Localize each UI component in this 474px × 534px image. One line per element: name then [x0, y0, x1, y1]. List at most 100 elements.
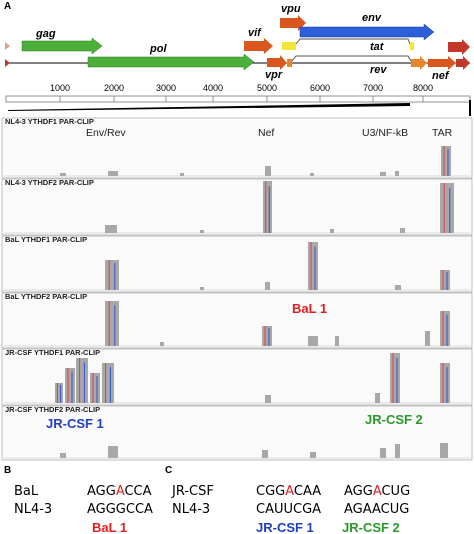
scale-label: 2000	[104, 83, 124, 93]
coverage-peak	[335, 336, 339, 346]
coverage-peak	[262, 326, 272, 346]
coverage-peak	[440, 183, 454, 233]
coverage-peak	[265, 166, 271, 176]
vpr-arrow	[267, 55, 287, 70]
track-label: NL4-3 YTHDF2 PAR-CLIP	[5, 178, 94, 187]
coverage-peak	[200, 287, 204, 290]
gag-arrow	[21, 37, 103, 55]
coverage-peak	[108, 171, 118, 176]
coverage-peak	[441, 146, 451, 176]
sequence: AGGACCA	[87, 484, 152, 499]
ltr	[5, 42, 10, 50]
gene-label: env	[362, 12, 382, 24]
track-label: BaL YTHDF1 PAR-CLIP	[5, 235, 87, 244]
genome-map: gag pol vif vpu env tat vpr rev nef	[5, 3, 470, 82]
track-bg	[1, 405, 473, 461]
coverage-peak	[102, 363, 114, 403]
scale-label: 7000	[363, 83, 383, 93]
coverage-peak	[440, 270, 450, 290]
region-label: Nef	[258, 127, 274, 139]
site-label: JR-CSF 1	[256, 520, 314, 534]
coverage-peak	[440, 443, 448, 458]
region-label: Env/Rev	[86, 127, 126, 139]
gene-label: vif	[248, 27, 262, 39]
tat-exon	[282, 42, 296, 50]
coverage-peak	[55, 383, 63, 403]
strain-name: BaL	[14, 484, 39, 499]
site-annotation: BaL 1	[292, 301, 327, 316]
ruler-bar	[5, 95, 471, 103]
coverage-peak	[160, 342, 164, 346]
ltr	[448, 39, 470, 55]
gene-label: nef	[432, 70, 450, 82]
gene-label: rev	[370, 64, 387, 76]
ltr	[456, 56, 470, 70]
ltr	[5, 59, 10, 67]
site-annotation: JR-CSF 2	[365, 412, 423, 427]
scale-label: 3000	[156, 83, 176, 93]
coverage-peak	[380, 448, 386, 458]
gene-label: gag	[35, 28, 56, 40]
gene-label: vpr	[265, 69, 283, 81]
track-label: JR-CSF YTHDF2 PAR-CLIP	[5, 405, 100, 414]
coverage-peak	[395, 171, 399, 176]
gene-label: tat	[370, 41, 385, 53]
coverage-peak	[265, 282, 270, 290]
coverage-peak	[105, 301, 119, 346]
coverage-peak	[380, 172, 386, 176]
tat-exon	[410, 42, 414, 50]
sequence: AGGACUG	[344, 484, 410, 499]
coverage-peak	[308, 336, 318, 346]
sequence: AGAACUG	[344, 502, 409, 517]
site-label: JR-CSF 2	[342, 520, 400, 534]
coverage-peak	[105, 225, 117, 233]
track-bg	[1, 117, 473, 179]
coverage-peak	[425, 331, 430, 346]
coverage-peak	[180, 173, 184, 176]
coverage-peak	[310, 452, 316, 458]
scale-label: 8000	[413, 83, 433, 93]
coverage-peak	[60, 453, 66, 458]
coverage-peak	[65, 368, 75, 403]
coverage-peak	[400, 228, 405, 233]
coverage-peak	[76, 358, 88, 403]
scale-label: 4000	[203, 83, 223, 93]
sequence: CAUUCGA	[256, 502, 321, 517]
nef-arrow	[428, 56, 456, 70]
pol-arrow	[87, 53, 255, 71]
coverage-peak	[440, 311, 450, 346]
gene-label: pol	[149, 43, 167, 55]
track-label: BaL YTHDF2 PAR-CLIP	[5, 292, 87, 301]
tat-splice	[295, 38, 411, 45]
panel-label: C	[165, 465, 172, 476]
site-annotation: JR-CSF 1	[46, 416, 104, 431]
coverage-peak	[375, 393, 380, 403]
sequence: AGGGCCA	[87, 502, 153, 517]
track-label: NL4-3 YTHDF1 PAR-CLIP	[5, 117, 94, 126]
scale-label: 5000	[257, 83, 277, 93]
coverage-peak	[108, 446, 118, 458]
strain-name: JR-CSF	[171, 484, 214, 499]
coverage-peak	[440, 363, 450, 403]
coverage-peak	[200, 230, 204, 233]
vif-arrow	[244, 38, 273, 54]
region-label: TAR	[432, 127, 453, 139]
track-label: JR-CSF YTHDF1 PAR-CLIP	[5, 348, 100, 357]
strain-name: NL4-3	[14, 502, 52, 517]
coverage-peak	[262, 450, 268, 458]
rev-splice	[291, 55, 412, 62]
coverage-peak	[390, 353, 400, 403]
track-bg	[1, 235, 473, 293]
strain-name: NL4-3	[172, 502, 210, 517]
coverage-peak	[308, 242, 318, 290]
zoom-wedge	[8, 103, 410, 111]
track-bg	[1, 292, 473, 349]
rev-exon	[411, 56, 427, 70]
coverage-peak	[310, 173, 314, 176]
gene-label: vpu	[281, 3, 301, 15]
sequence: CGGACAA	[256, 484, 321, 499]
region-label: U3/NF-kB	[362, 127, 408, 139]
env-arrow	[299, 23, 435, 41]
coverage-peak	[90, 373, 100, 403]
